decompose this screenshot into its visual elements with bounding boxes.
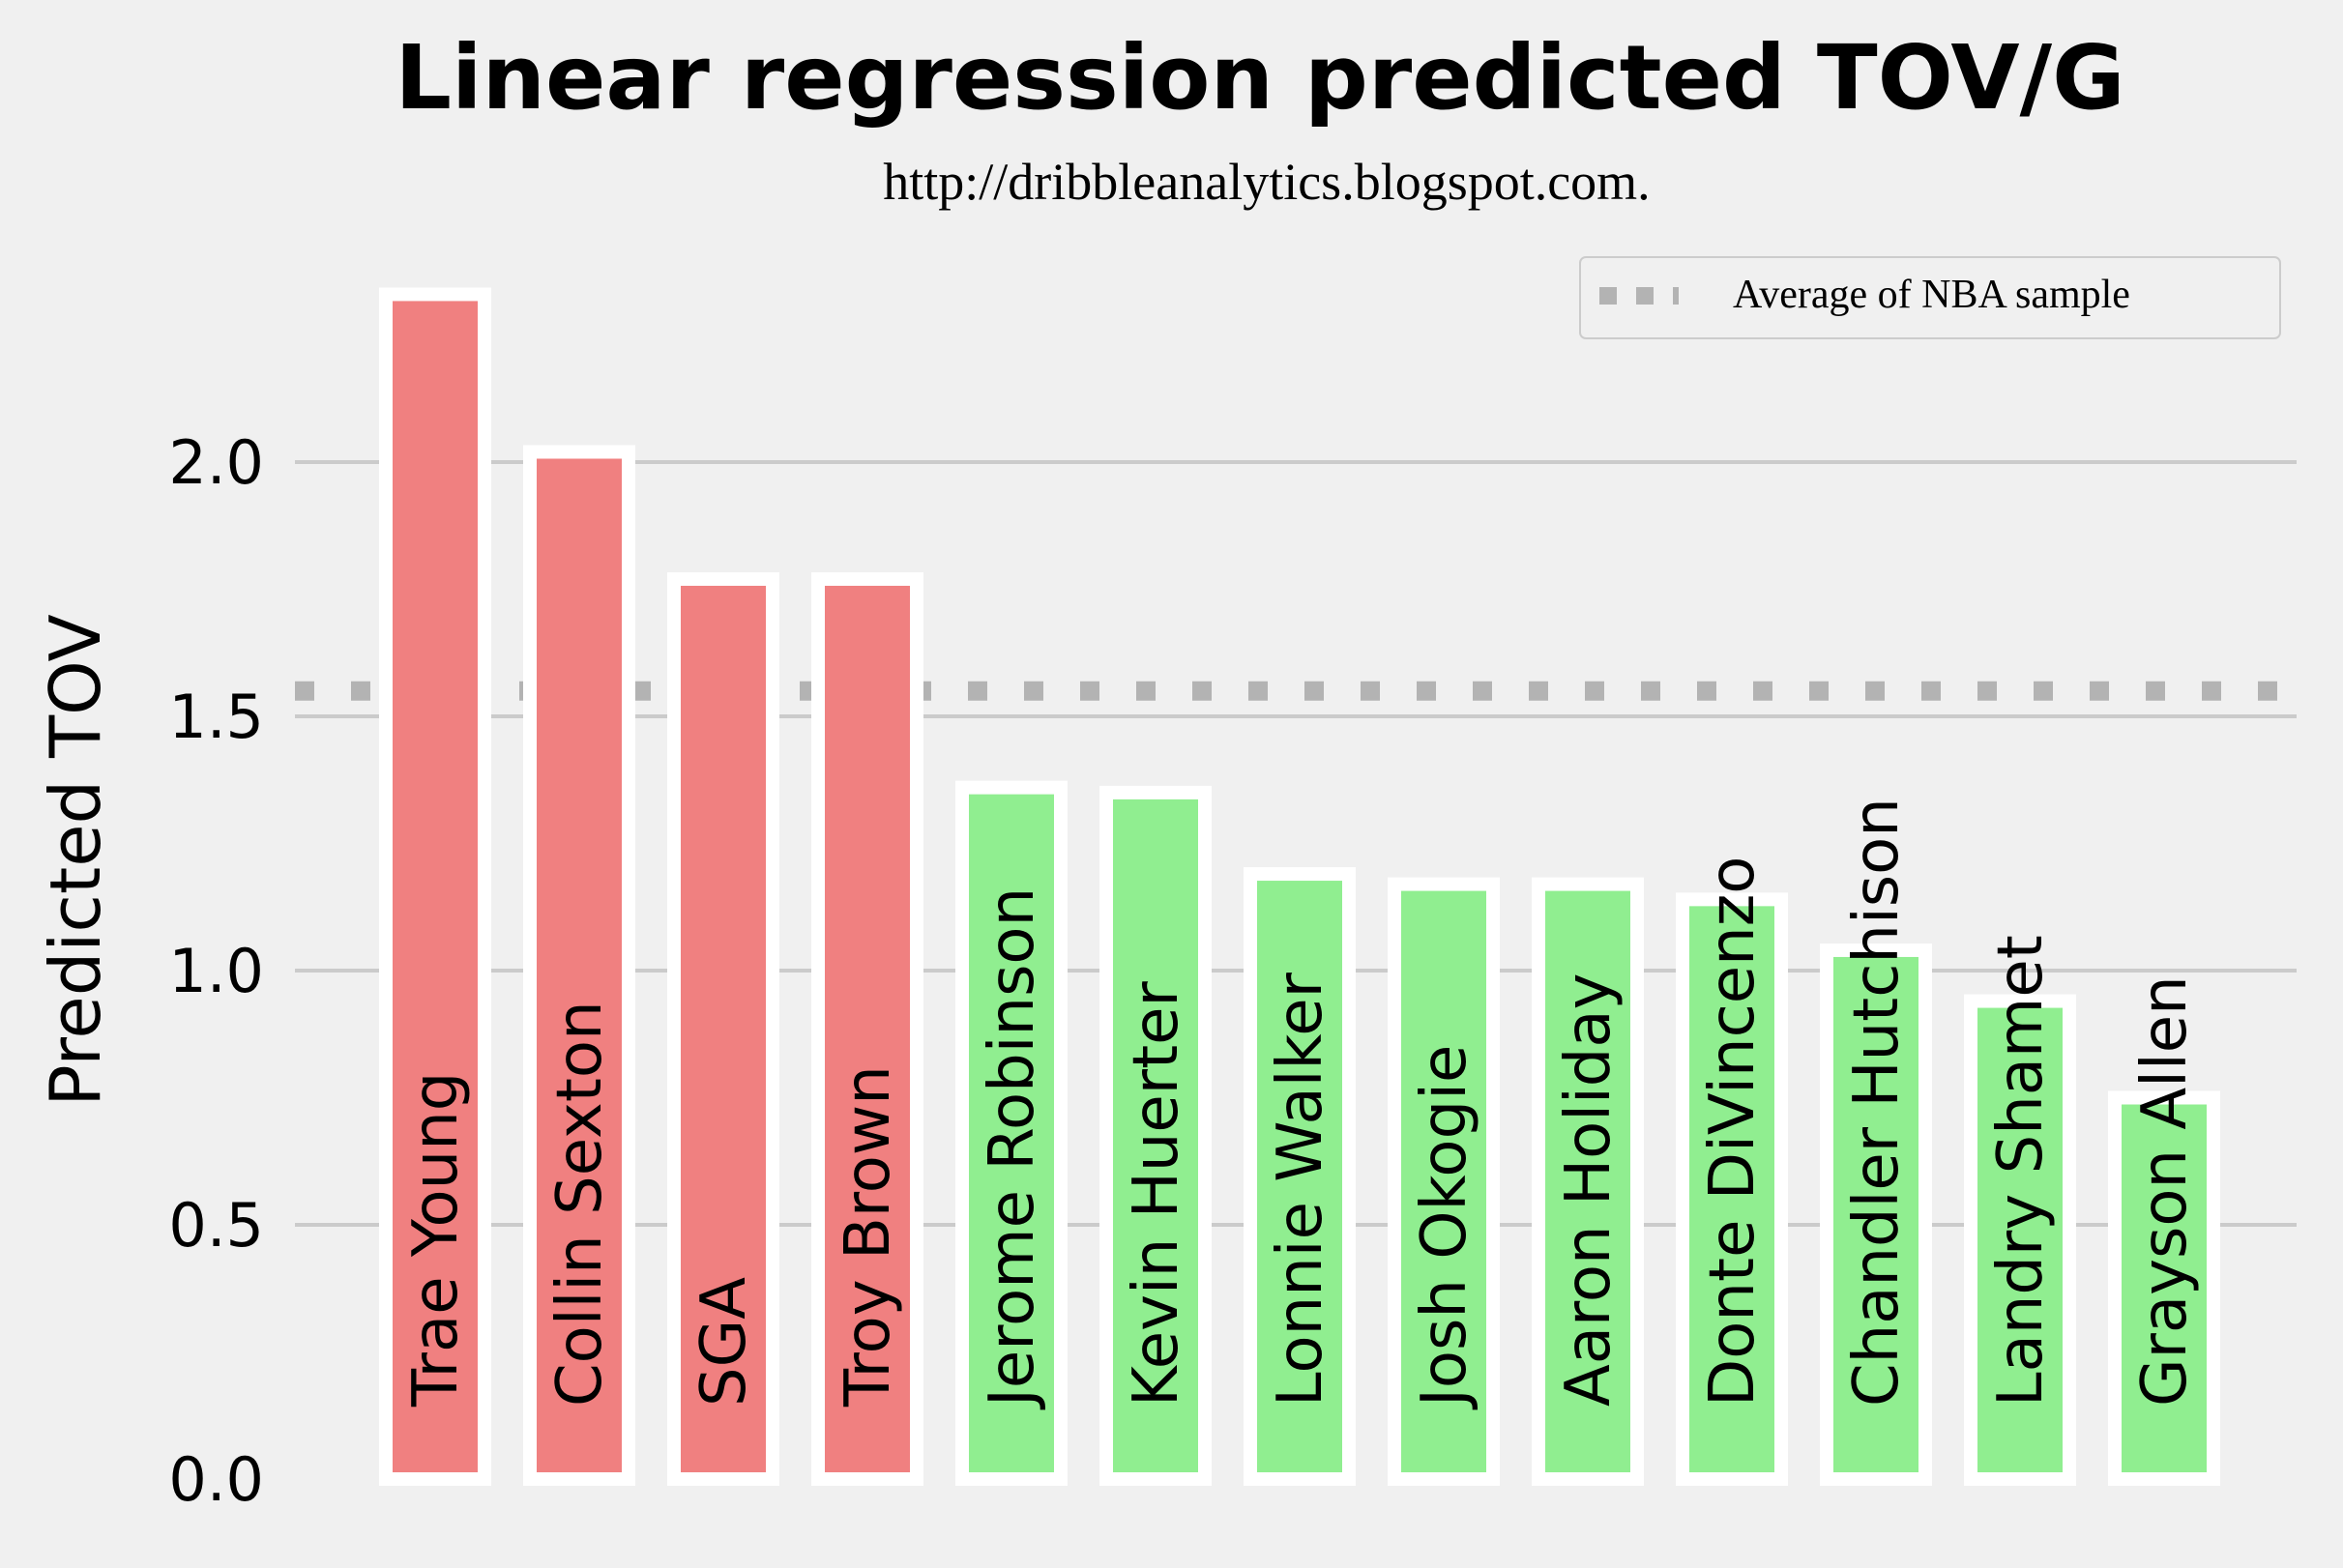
- y-axis-ticks: 0.0 0.5 1.0 1.5 2.0: [168, 427, 264, 1515]
- bars: [379, 287, 2220, 1487]
- bar-label: Aaron Holiday: [1553, 973, 1625, 1407]
- bar-label: Kevin Huerter: [1121, 980, 1192, 1407]
- bar: [811, 571, 923, 1486]
- bar-labels: Trae Young Collin Sexton SGA Troy Brown Jero…: [400, 798, 2201, 1410]
- bar-label: Lonnie Walker: [1265, 972, 1336, 1407]
- bar: [667, 571, 779, 1486]
- y-tick-label: 0.0: [168, 1444, 264, 1515]
- y-tick-label: 2.0: [168, 427, 264, 498]
- bar: [523, 445, 635, 1487]
- y-tick-label: 1.5: [168, 682, 264, 752]
- chart-subtitle: http://dribbleanalytics.blogspot.com.: [883, 153, 1650, 211]
- bar-label: Chandler Hutchison: [1841, 798, 1913, 1407]
- bar-label: Landry Shamet: [1985, 935, 2057, 1407]
- bar: [379, 287, 491, 1486]
- bar: [1388, 877, 1500, 1486]
- bar: [1099, 785, 1212, 1486]
- bar: [1820, 943, 1932, 1486]
- bar-label: Trae Young: [400, 1072, 472, 1408]
- bar-label: SGA: [688, 1277, 760, 1407]
- chart-title: Linear regression predicted TOV/G: [395, 26, 2124, 130]
- bar: [1964, 994, 2076, 1487]
- y-tick-label: 1.0: [168, 936, 264, 1006]
- bar-label: Jerome Robinson: [977, 887, 1048, 1410]
- y-axis-label: Predicted TOV: [35, 614, 116, 1107]
- bar: [1676, 892, 1788, 1486]
- bar: [2108, 1090, 2220, 1486]
- bar: [1244, 867, 1356, 1486]
- bar-label: Donte DiVincenzo: [1697, 857, 1769, 1407]
- bar: [955, 780, 1068, 1486]
- bar-label: Grayson Allen: [2129, 975, 2201, 1407]
- bar-label: Collin Sexton: [544, 1001, 616, 1407]
- y-tick-label: 0.5: [168, 1190, 264, 1261]
- legend-entry-average: Average of NBA sample: [1733, 273, 2130, 317]
- legend: Average of NBA sample: [1579, 256, 2281, 339]
- bar-label: Troy Brown: [833, 1065, 904, 1408]
- bar: [1532, 877, 1644, 1486]
- bar-label: Josh Okogie: [1409, 1045, 1480, 1410]
- legend-box: [1579, 256, 2281, 339]
